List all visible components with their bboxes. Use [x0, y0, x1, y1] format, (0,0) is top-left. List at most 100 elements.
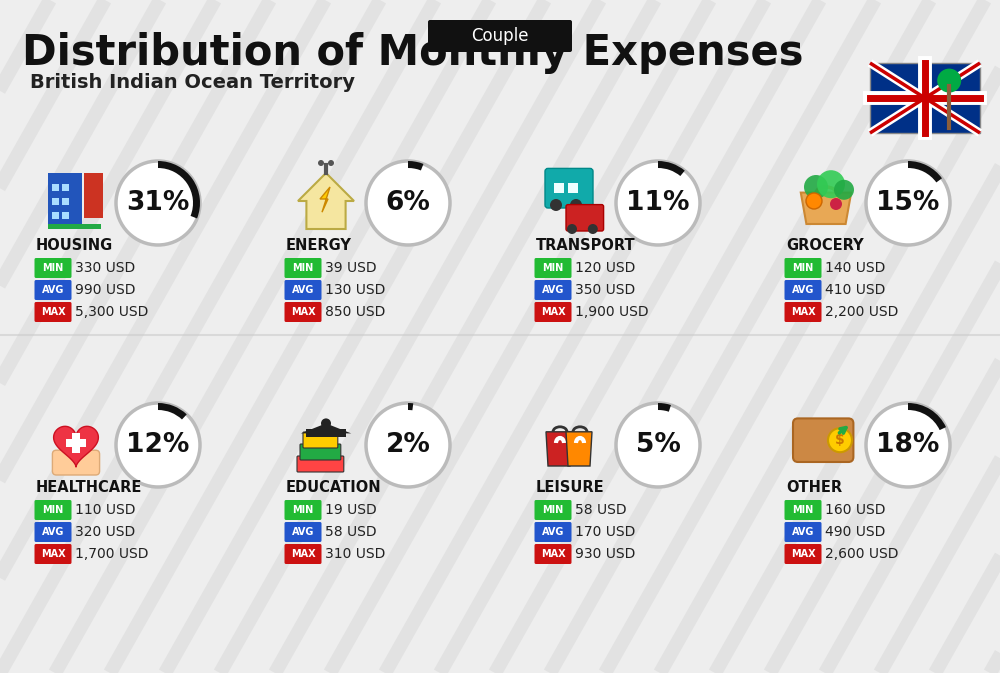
Bar [48, 224, 101, 229]
Bar [62, 184, 69, 191]
FancyBboxPatch shape [34, 522, 72, 542]
Polygon shape [298, 173, 354, 229]
Bar [62, 212, 69, 219]
Polygon shape [54, 426, 98, 467]
Text: 310 USD: 310 USD [325, 547, 385, 561]
Text: AVG: AVG [542, 285, 564, 295]
Text: 31%: 31% [126, 190, 190, 216]
Text: GROCERY: GROCERY [786, 238, 864, 254]
Text: MAX: MAX [291, 549, 315, 559]
Polygon shape [546, 432, 572, 466]
Wedge shape [908, 161, 942, 182]
FancyBboxPatch shape [52, 450, 100, 475]
Text: MIN: MIN [792, 263, 814, 273]
FancyBboxPatch shape [534, 500, 572, 520]
FancyBboxPatch shape [784, 522, 822, 542]
Circle shape [866, 403, 950, 487]
Text: 2,600 USD: 2,600 USD [825, 547, 898, 561]
Polygon shape [566, 432, 592, 466]
FancyBboxPatch shape [285, 522, 322, 542]
FancyBboxPatch shape [34, 258, 72, 278]
FancyBboxPatch shape [534, 522, 572, 542]
Circle shape [616, 161, 700, 245]
Text: 1,900 USD: 1,900 USD [575, 305, 649, 319]
Circle shape [116, 403, 200, 487]
FancyBboxPatch shape [297, 456, 344, 472]
Text: 15%: 15% [876, 190, 940, 216]
FancyBboxPatch shape [534, 258, 572, 278]
Text: 130 USD: 130 USD [325, 283, 385, 297]
Text: MIN: MIN [542, 505, 564, 515]
FancyBboxPatch shape [34, 544, 72, 564]
Text: British Indian Ocean Territory: British Indian Ocean Territory [30, 73, 355, 92]
Text: 58 USD: 58 USD [575, 503, 627, 517]
Wedge shape [908, 403, 946, 430]
FancyBboxPatch shape [784, 500, 822, 520]
FancyBboxPatch shape [784, 302, 822, 322]
Circle shape [830, 198, 842, 210]
FancyBboxPatch shape [285, 280, 322, 300]
Text: MAX: MAX [541, 307, 565, 317]
Text: MIN: MIN [292, 505, 314, 515]
Wedge shape [658, 403, 671, 412]
FancyBboxPatch shape [34, 302, 72, 322]
Text: AVG: AVG [42, 527, 64, 537]
Text: 18%: 18% [876, 432, 940, 458]
Text: AVG: AVG [542, 527, 564, 537]
FancyBboxPatch shape [303, 432, 338, 448]
Text: MAX: MAX [791, 307, 815, 317]
Text: ENERGY: ENERGY [286, 238, 352, 254]
Text: 1,700 USD: 1,700 USD [75, 547, 148, 561]
Text: 120 USD: 120 USD [575, 261, 635, 275]
Polygon shape [320, 187, 330, 212]
Text: MIN: MIN [42, 505, 64, 515]
FancyBboxPatch shape [34, 280, 72, 300]
Bar [84, 173, 103, 218]
Text: MAX: MAX [791, 549, 815, 559]
Text: 160 USD: 160 USD [825, 503, 886, 517]
FancyBboxPatch shape [793, 419, 853, 462]
Text: 19 USD: 19 USD [325, 503, 377, 517]
Text: MAX: MAX [41, 307, 65, 317]
Wedge shape [658, 161, 685, 176]
Text: AVG: AVG [42, 285, 64, 295]
FancyBboxPatch shape [534, 280, 572, 300]
Wedge shape [408, 403, 413, 411]
Circle shape [567, 224, 577, 234]
Text: 990 USD: 990 USD [75, 283, 136, 297]
FancyBboxPatch shape [784, 280, 822, 300]
Text: 5,300 USD: 5,300 USD [75, 305, 148, 319]
Text: 350 USD: 350 USD [575, 283, 635, 297]
Text: OTHER: OTHER [786, 481, 842, 495]
FancyBboxPatch shape [545, 168, 593, 208]
Bar [52, 198, 59, 205]
FancyBboxPatch shape [300, 444, 341, 460]
Text: HOUSING: HOUSING [36, 238, 113, 254]
Text: LEISURE: LEISURE [536, 481, 605, 495]
Text: 930 USD: 930 USD [575, 547, 635, 561]
Text: MAX: MAX [41, 549, 65, 559]
Text: 850 USD: 850 USD [325, 305, 385, 319]
Text: 12%: 12% [126, 432, 190, 458]
Text: Couple: Couple [471, 27, 529, 45]
FancyBboxPatch shape [285, 302, 322, 322]
Text: 39 USD: 39 USD [325, 261, 377, 275]
Text: $: $ [835, 433, 845, 447]
Text: 2,200 USD: 2,200 USD [825, 305, 898, 319]
Wedge shape [158, 161, 200, 219]
Text: 2%: 2% [386, 432, 430, 458]
Circle shape [806, 193, 822, 209]
Circle shape [321, 419, 331, 429]
Circle shape [328, 160, 334, 166]
Bar [870, 63, 980, 133]
Text: AVG: AVG [292, 527, 314, 537]
FancyBboxPatch shape [285, 500, 322, 520]
Bar [62, 198, 69, 205]
Bar [72, 433, 80, 453]
Circle shape [937, 69, 961, 93]
Circle shape [366, 161, 450, 245]
Bar [52, 212, 59, 219]
FancyBboxPatch shape [784, 544, 822, 564]
Text: MAX: MAX [291, 307, 315, 317]
Text: 11%: 11% [626, 190, 690, 216]
